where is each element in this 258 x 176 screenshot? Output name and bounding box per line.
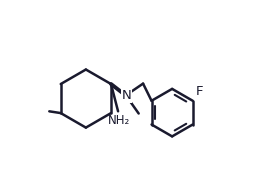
Text: NH₂: NH₂	[108, 115, 130, 127]
Text: N: N	[122, 89, 131, 102]
Text: F: F	[196, 85, 203, 98]
